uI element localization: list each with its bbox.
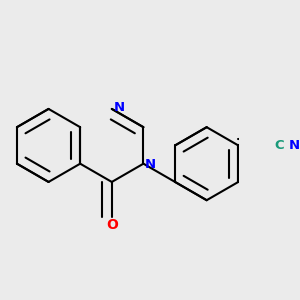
Text: N: N [114,100,125,114]
Text: N: N [145,158,156,171]
Text: C: C [275,139,284,152]
Text: N: N [289,139,300,152]
Text: O: O [106,218,118,233]
